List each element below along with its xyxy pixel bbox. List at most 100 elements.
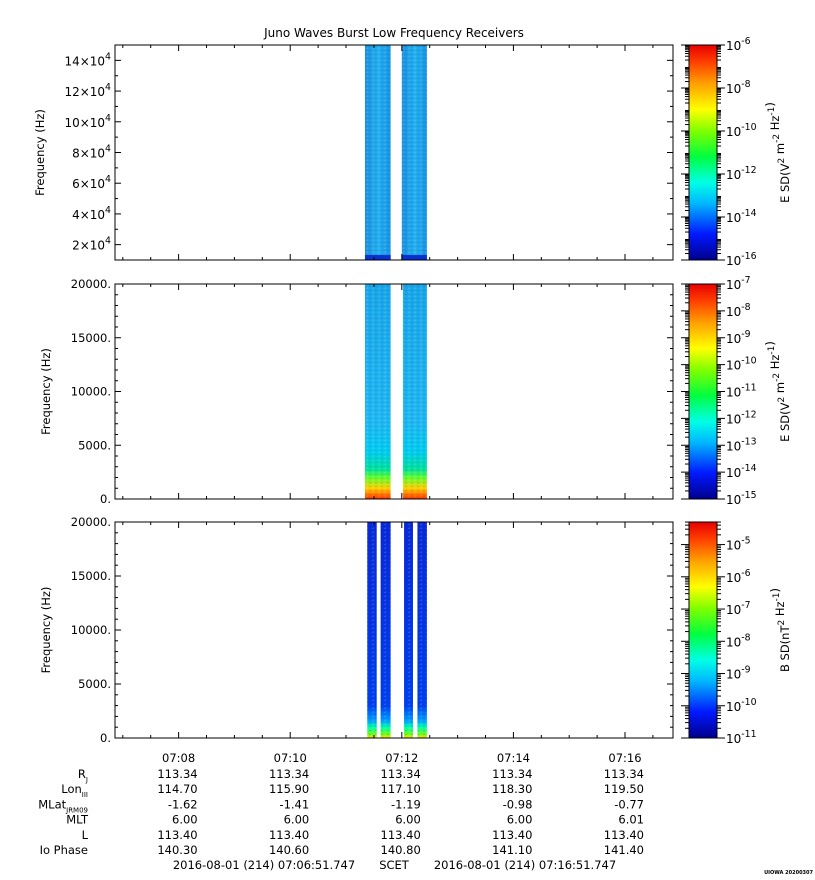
time-tick-label: 07:12 (385, 751, 418, 765)
ephemeris-value: 113.34 (381, 767, 421, 781)
ephemeris-value: 113.40 (604, 828, 644, 842)
ephemeris-value: -1.41 (279, 797, 309, 811)
colorbar-tick-label: 10-14 (726, 208, 757, 225)
y-tick-label: 2×104 (72, 236, 111, 253)
ephemeris-label: MLT (66, 813, 89, 827)
colorbar-tick-label: 10-7 (726, 275, 751, 292)
ephemeris-value: 140.60 (269, 843, 309, 857)
panels: 2×104 4×104 6×104 8×104 10×104 12×104 14×104 Fr… (33, 36, 792, 746)
burst-floor-band (364, 255, 391, 260)
y-tick-label: 10000. (71, 623, 111, 637)
colorbar-label: B SD(nT2 Hz-1) (768, 588, 792, 672)
panel-frame (114, 521, 674, 739)
ephemeris-value: 113.40 (381, 828, 421, 842)
ephemeris-value: 6.00 (172, 813, 198, 827)
colorbar-tick-label: 10-8 (726, 302, 751, 319)
ephemeris-value: 113.40 (157, 828, 197, 842)
ephemeris-value: -0.98 (503, 797, 533, 811)
footer-end-time: 2016-08-01 (214) 07:16:51.747 (434, 858, 616, 872)
y-tick-label: 10×104 (64, 113, 111, 130)
burst-texture (364, 45, 391, 260)
time-tick-label: 07:10 (274, 751, 307, 765)
y-tick-label: 4×104 (72, 205, 111, 222)
y-tick-label: 6×104 (72, 174, 111, 191)
colorbar-tick-label: 10-7 (726, 600, 751, 617)
burst-texture (380, 522, 391, 738)
ephemeris-value: 118.30 (492, 782, 532, 796)
ephemeris-value: -0.77 (614, 797, 644, 811)
ephemeris-value: 6.01 (618, 813, 644, 827)
colorbar (688, 44, 718, 261)
colorbar-tick-label: 10-5 (726, 536, 751, 553)
ephemeris-value: 113.34 (269, 767, 309, 781)
burst-texture (364, 284, 391, 499)
colorbar-tick-label: 10-13 (726, 436, 757, 453)
colorbar (688, 283, 718, 500)
time-tick-label: 07:14 (497, 751, 530, 765)
colorbar-label: E SD(V2 m-2 Hz-1) (763, 102, 792, 203)
burst-texture (417, 522, 427, 738)
ephemeris-value: 113.40 (269, 828, 309, 842)
colorbar-tick-label: 10-11 (726, 383, 757, 400)
colorbar-tick-label: 10-16 (726, 251, 757, 268)
watermark: UIOWA 20200307 (764, 870, 813, 876)
ephemeris-value: -1.19 (391, 797, 421, 811)
ephemeris-value: 6.00 (395, 813, 421, 827)
figure-title: Juno Waves Burst Low Frequency Receivers (263, 26, 524, 40)
ephemeris-value: -1.62 (168, 797, 198, 811)
time-tick-label: 07:16 (608, 751, 641, 765)
panel-frame (114, 283, 674, 500)
colorbar-tick-label: 10-15 (726, 490, 757, 507)
ephemeris-label: LonIII (61, 782, 88, 799)
y-tick-label: 8×104 (72, 144, 111, 161)
colorbar-tick-label: 10-6 (726, 36, 751, 53)
y-axis-label: Frequency (Hz) (39, 348, 53, 435)
ephemeris-value: 141.40 (604, 843, 644, 857)
ephemeris-value: 113.34 (492, 767, 532, 781)
ephemeris-value: 140.30 (157, 843, 197, 857)
panel-frame (114, 44, 674, 261)
time-tick-label: 07:08 (162, 751, 195, 765)
colorbar-tick-label: 10-9 (726, 665, 751, 682)
y-tick-label: 5000. (78, 438, 111, 452)
y-tick-label: 20000. (71, 515, 111, 529)
ephemeris-label: RJ (78, 767, 88, 784)
colorbar-tick-label: 10-10 (726, 356, 757, 373)
colorbar-tick-label: 10-11 (726, 729, 757, 746)
ephemeris-value: 140.80 (381, 843, 421, 857)
ephemeris-value: 119.50 (604, 782, 644, 796)
footer-scet-label: SCET (379, 858, 410, 872)
ephemeris-value: 117.10 (381, 782, 421, 796)
ephemeris-label: Io Phase (40, 843, 88, 857)
colorbar-tick-label: 10-10 (726, 122, 757, 139)
colorbar-tick-label: 10-12 (726, 409, 757, 426)
burst-texture (404, 522, 413, 738)
colorbar-tick-label: 10-8 (726, 79, 751, 96)
ephemeris-value: 113.40 (492, 828, 532, 842)
ephemeris-value: 114.70 (157, 782, 197, 796)
footer-start-time: 2016-08-01 (214) 07:06:51.747 (173, 858, 355, 872)
y-tick-label: 12×104 (64, 82, 111, 99)
colorbar-tick-label: 10-9 (726, 329, 751, 346)
y-tick-label: 0. (100, 492, 111, 506)
colorbar-tick-label: 10-10 (726, 697, 757, 714)
burst-texture (367, 522, 377, 738)
colorbar-label: E SD(V2 m-2 Hz-1) (763, 341, 792, 442)
y-axis-label: Frequency (Hz) (33, 109, 47, 196)
y-tick-label: 20000. (71, 277, 111, 291)
colorbar-tick-label: 10-14 (726, 463, 757, 480)
spectrogram-panel-2: 0. 5000. 10000. 15000. 20000. Frequency (Hz) 1… (39, 275, 792, 507)
y-tick-label: 15000. (71, 569, 111, 583)
ephemeris-value: 6.00 (507, 813, 533, 827)
burst-texture (402, 284, 427, 499)
y-tick-label: 0. (100, 731, 111, 745)
ephemeris-value: 141.10 (492, 843, 532, 857)
colorbar (688, 521, 718, 739)
burst-texture (401, 45, 427, 260)
ephemeris-label: MLatJRM09 (38, 797, 88, 814)
colorbar-tick-label: 10-6 (726, 568, 751, 585)
y-tick-label: 5000. (78, 677, 111, 691)
y-axis-label: Frequency (Hz) (39, 587, 53, 674)
